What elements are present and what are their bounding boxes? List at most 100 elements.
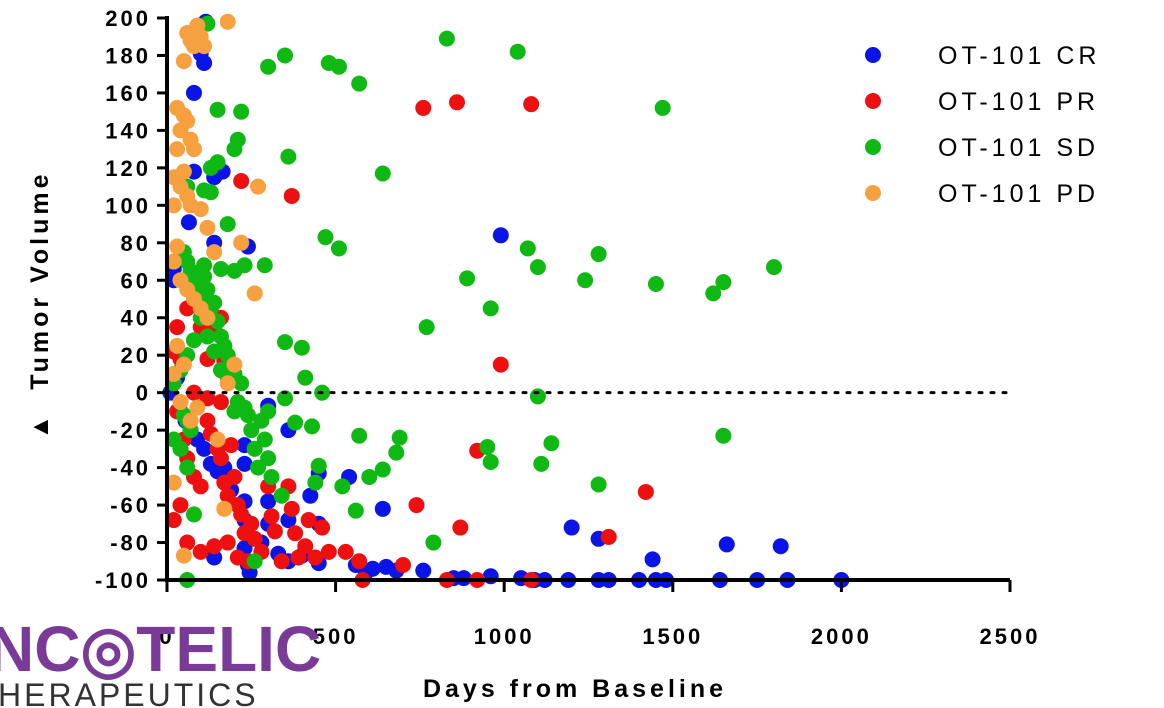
point-ot-101-sd xyxy=(543,435,560,452)
point-ot-101-pr xyxy=(212,450,229,467)
legend-label: OT-101 PD xyxy=(938,180,1099,208)
point-ot-101-pr xyxy=(226,468,243,485)
point-ot-101-sd xyxy=(209,154,226,171)
point-ot-101-pd xyxy=(250,178,267,195)
point-ot-101-sd xyxy=(533,455,550,472)
point-ot-101-pd xyxy=(172,394,189,411)
legend-label: OT-101 PR xyxy=(938,88,1099,116)
point-ot-101-sd xyxy=(647,276,664,293)
point-ot-101-sd xyxy=(310,457,327,474)
point-ot-101-sd xyxy=(277,47,294,64)
point-ot-101-sd xyxy=(206,294,223,311)
legend: OT-101 CR OT-101 PR OT-101 SD OT-101 PD xyxy=(865,42,1099,208)
point-ot-101-pd xyxy=(165,474,182,491)
y-tick-label: 180 xyxy=(105,43,151,68)
point-ot-101-sd xyxy=(212,261,229,278)
point-ot-101-pd xyxy=(165,253,182,270)
point-ot-101-pd xyxy=(216,500,233,517)
point-ot-101-pd xyxy=(233,234,250,251)
x-tick-label: 0 xyxy=(159,624,174,649)
x-tick-label: 2000 xyxy=(811,624,872,649)
point-ot-101-sd xyxy=(236,257,253,274)
point-ot-101-pd xyxy=(246,285,263,302)
point-ot-101-pr xyxy=(233,172,250,189)
point-ot-101-cr xyxy=(772,538,789,555)
legend-marker xyxy=(865,47,881,63)
point-ot-101-pd xyxy=(165,197,182,214)
y-tick-label: 80 xyxy=(121,231,151,256)
point-ot-101-pr xyxy=(283,187,300,204)
point-ot-101-cr xyxy=(364,560,381,577)
y-axis-ticks: 200180160140120100806040200-20-40-60-80-… xyxy=(95,6,167,593)
point-ot-101-sd xyxy=(529,259,546,276)
point-ot-101-pr xyxy=(320,543,337,560)
point-ot-101-sd xyxy=(590,246,607,263)
point-ot-101-sd xyxy=(260,403,277,420)
point-ot-101-pr xyxy=(408,497,425,514)
point-ot-101-sd xyxy=(273,487,290,504)
x-tick-label: 2500 xyxy=(980,624,1041,649)
point-ot-101-cr xyxy=(260,493,277,510)
point-ot-101-sd xyxy=(185,332,202,349)
point-ot-101-pd xyxy=(189,399,206,416)
point-ot-101-sd xyxy=(196,257,213,274)
point-ot-101-sd xyxy=(705,285,722,302)
x-tick-label: 1500 xyxy=(642,624,703,649)
point-ot-101-pd xyxy=(192,201,209,218)
point-ot-101-pr xyxy=(199,390,216,407)
point-ot-101-sd xyxy=(246,553,263,570)
point-ot-101-pr xyxy=(172,497,189,514)
point-ot-101-sd xyxy=(202,184,219,201)
point-ot-101-pd xyxy=(175,163,192,180)
point-ot-101-sd xyxy=(479,438,496,455)
point-ot-101-sd xyxy=(715,274,732,291)
x-tick-label: 1000 xyxy=(474,624,535,649)
point-ot-101-sd xyxy=(317,229,334,246)
point-ot-101-sd xyxy=(297,369,314,386)
point-ot-101-pr xyxy=(273,553,290,570)
y-axis-title-prefix: ▲ xyxy=(26,411,54,440)
point-ot-101-pr xyxy=(212,394,229,411)
company-logo: NC◎TELIC HERAPEUTICS xyxy=(0,613,321,708)
y-tick-label: 120 xyxy=(105,156,151,181)
point-ot-101-cr xyxy=(180,214,197,231)
point-ot-101-sd xyxy=(529,388,546,405)
point-ot-101-cr xyxy=(196,54,213,71)
point-ot-101-pr xyxy=(307,549,324,566)
point-ot-101-sd xyxy=(519,240,536,257)
point-ot-101-sd xyxy=(425,534,442,551)
point-ot-101-pd xyxy=(219,13,236,30)
point-ot-101-sd xyxy=(418,319,435,336)
point-ot-101-pd xyxy=(199,309,216,326)
point-ot-101-sd xyxy=(233,399,250,416)
point-ot-101-pd xyxy=(169,238,186,255)
logo-sub-text: HERAPEUTICS xyxy=(0,677,259,708)
point-ot-101-sd xyxy=(715,427,732,444)
point-ot-101-pr xyxy=(206,538,223,555)
point-ot-101-cr xyxy=(374,500,391,517)
point-ot-101-cr xyxy=(185,84,202,101)
point-ot-101-sd xyxy=(260,58,277,75)
point-ot-101-sd xyxy=(351,427,368,444)
point-ot-101-sd xyxy=(303,418,320,435)
point-ot-101-pr xyxy=(243,515,260,532)
point-ot-101-pd xyxy=(165,365,182,382)
point-ot-101-sd xyxy=(293,339,310,356)
point-ot-101-sd xyxy=(246,440,263,457)
point-ot-101-sd xyxy=(250,459,267,476)
point-ot-101-pr xyxy=(297,538,314,555)
point-ot-101-sd xyxy=(388,444,405,461)
point-ot-101-sd xyxy=(287,414,304,431)
point-ot-101-pr xyxy=(395,557,412,574)
point-ot-101-sd xyxy=(179,459,196,476)
point-ot-101-cr xyxy=(492,227,509,244)
point-ot-101-pr xyxy=(199,412,216,429)
point-ot-101-sd xyxy=(280,148,297,165)
point-ot-101-pr xyxy=(185,384,202,401)
point-ot-101-sd xyxy=(765,259,782,276)
y-tick-label: 160 xyxy=(105,81,151,106)
point-ot-101-pd xyxy=(175,53,192,70)
point-ot-101-sd xyxy=(209,101,226,118)
point-ot-101-pd xyxy=(175,356,192,373)
point-ot-101-sd xyxy=(361,468,378,485)
